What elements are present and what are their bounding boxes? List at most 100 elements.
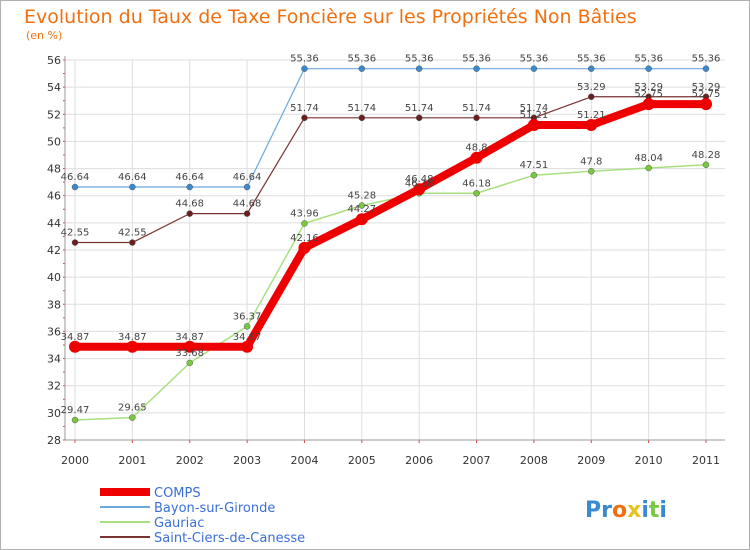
chart-subtitle: (en %) xyxy=(26,29,62,42)
data-point xyxy=(129,414,136,421)
data-label: 45.28 xyxy=(347,190,376,201)
data-label: 55.36 xyxy=(520,54,549,65)
data-point xyxy=(186,210,193,217)
legend-item: Saint-Ciers-de-Canesse xyxy=(100,531,305,546)
data-point xyxy=(530,171,538,179)
series-comps xyxy=(69,98,712,353)
data-point xyxy=(71,416,79,424)
data-label: 46.64 xyxy=(233,172,262,183)
chart-title: Evolution du Taux de Taxe Foncière sur l… xyxy=(24,6,637,28)
data-point xyxy=(243,323,251,330)
y-tick-label: 32 xyxy=(47,380,61,393)
data-point xyxy=(527,119,540,132)
data-label: 46.64 xyxy=(61,172,90,183)
logo-letter: i xyxy=(641,498,649,523)
data-point xyxy=(702,65,710,72)
axes: 28 30 32 34 36 38 40 42 44 46 48 50 52 54 56 2000 2001 20… xyxy=(47,54,725,467)
x-tick-label: 2010 xyxy=(635,454,663,467)
data-point xyxy=(298,241,311,254)
data-label: 34.87 xyxy=(233,332,262,343)
data-label: 51.74 xyxy=(405,103,434,114)
y-tick-label: 48 xyxy=(47,163,61,176)
legend-label: COMPS xyxy=(154,486,201,501)
data-point xyxy=(588,93,595,101)
data-point xyxy=(645,65,652,72)
data-label: 48.04 xyxy=(634,153,663,164)
data-label: 51.74 xyxy=(290,103,319,114)
data-label: 55.36 xyxy=(462,54,491,65)
x-tick-label: 2009 xyxy=(577,454,605,467)
data-point xyxy=(642,98,655,111)
legend-item: Bayon-sur-Gironde xyxy=(100,501,275,516)
data-label: 51.74 xyxy=(462,103,491,114)
data-label: 46.18 xyxy=(462,178,491,189)
y-tick-label: 52 xyxy=(47,108,61,121)
data-point xyxy=(301,220,308,227)
data-point xyxy=(530,65,538,72)
series-saint-ciers-de-canesse xyxy=(71,93,710,246)
data-point xyxy=(358,202,366,209)
data-point xyxy=(129,239,136,246)
x-tick-label: 2001 xyxy=(118,454,146,467)
x-tick-label: 2000 xyxy=(61,454,89,467)
data-label: 46.64 xyxy=(118,172,147,183)
x-tick-label: 2005 xyxy=(348,454,376,467)
data-point xyxy=(301,65,308,72)
data-point xyxy=(702,161,710,169)
y-tick-label: 38 xyxy=(47,298,61,311)
data-label: 47.51 xyxy=(520,160,549,171)
data-label: 51.74 xyxy=(520,103,549,114)
series-bayon-sur-gironde xyxy=(71,65,710,191)
data-labels: 46.64 46.64 46.64 46.64 55.36 55.36 55.36 55.36… xyxy=(61,54,721,416)
logo-letter: P xyxy=(585,498,601,523)
data-point xyxy=(473,190,480,197)
series-line xyxy=(74,96,707,244)
data-label: 33.68 xyxy=(175,348,204,359)
data-label: 36.37 xyxy=(233,311,262,322)
x-tick-label: 2007 xyxy=(463,454,491,467)
data-label: 48.28 xyxy=(692,150,721,161)
data-point xyxy=(413,183,426,196)
data-point xyxy=(415,114,423,122)
legend-label: Bayon-sur-Gironde xyxy=(154,501,275,516)
logo-letter: o xyxy=(612,498,627,523)
logo-letter: x xyxy=(627,498,641,523)
data-label: 55.36 xyxy=(577,54,606,65)
data-label: 55.36 xyxy=(347,54,376,65)
x-tick-label: 2003 xyxy=(233,454,261,467)
data-label: 53.29 xyxy=(634,82,663,93)
y-tick-label: 54 xyxy=(47,81,61,94)
x-tick-label: 2008 xyxy=(520,454,548,467)
data-label: 44.68 xyxy=(233,199,262,210)
y-tick-label: 56 xyxy=(47,54,61,67)
data-label: 55.36 xyxy=(405,54,434,65)
series-line xyxy=(74,68,707,188)
data-point xyxy=(71,183,79,191)
data-point xyxy=(358,114,366,122)
data-point xyxy=(588,168,595,175)
y-tick-label: 40 xyxy=(47,271,61,284)
data-label: 44.27 xyxy=(347,204,376,215)
series-layer xyxy=(69,65,712,424)
data-label: 55.36 xyxy=(290,54,319,65)
x-tick-label: 2006 xyxy=(405,454,433,467)
series-line xyxy=(74,164,707,421)
data-label: 51.21 xyxy=(520,110,549,121)
legend-item: Gauriac xyxy=(100,516,204,531)
data-label: 34.87 xyxy=(175,332,204,343)
data-label: 46.64 xyxy=(175,172,204,183)
data-point xyxy=(470,151,483,164)
data-label: 48.8 xyxy=(465,143,487,154)
data-point xyxy=(700,98,712,111)
data-point xyxy=(243,210,251,217)
data-label: 46.48 xyxy=(405,174,434,185)
data-point xyxy=(358,65,366,72)
data-label: 42.16 xyxy=(290,233,319,244)
data-label: 29.65 xyxy=(118,403,147,414)
proxiti-logo: Proxiti xyxy=(585,498,667,523)
y-tick-label: 36 xyxy=(47,325,61,338)
data-label: 55.36 xyxy=(634,54,663,65)
data-label: 42.55 xyxy=(118,228,147,239)
legend-label: Gauriac xyxy=(154,516,204,531)
